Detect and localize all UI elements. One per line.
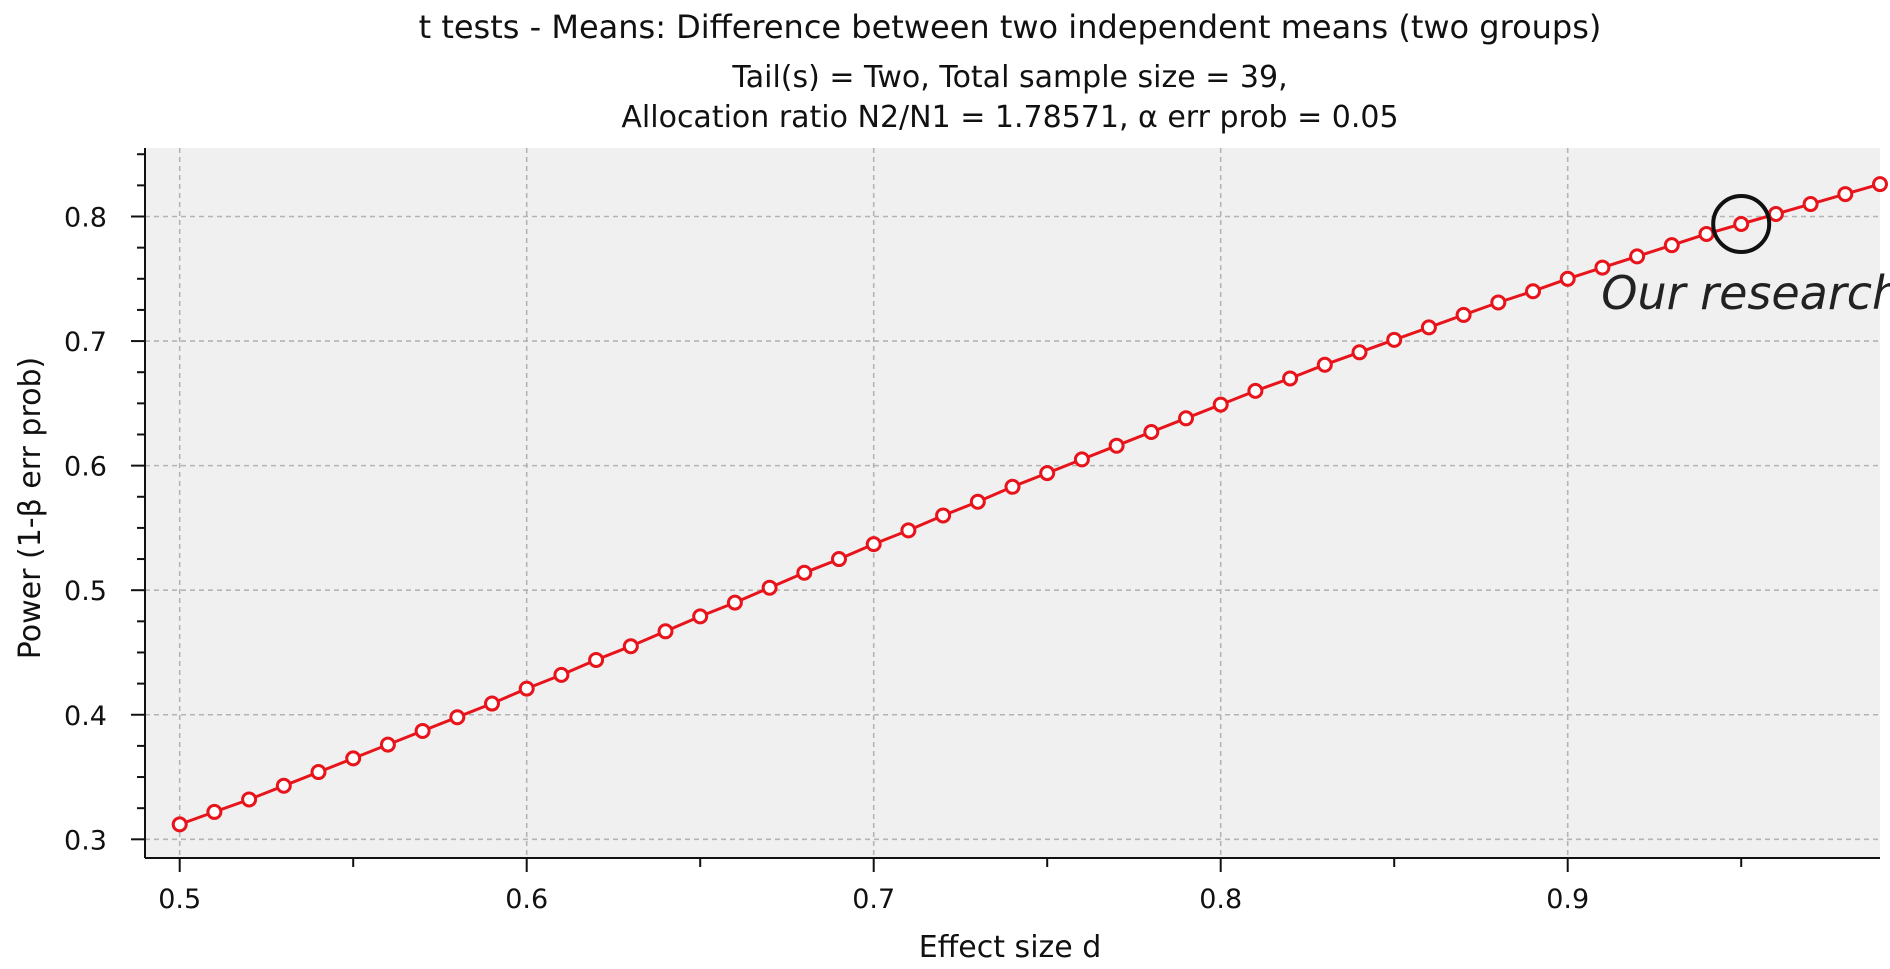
data-point (1490, 294, 1507, 311)
grid-lines (145, 148, 1880, 858)
data-point (310, 764, 327, 781)
x-axis-label: Effect size d (919, 930, 1102, 965)
data-point (1039, 465, 1056, 482)
data-point (518, 680, 535, 697)
data-point (831, 551, 847, 568)
annotation-label: Our research (1601, 266, 1890, 320)
y-tick-label: 0.8 (64, 203, 107, 234)
data-point (1663, 237, 1680, 254)
data-point (1767, 206, 1784, 223)
data-point (1733, 215, 1750, 232)
data-point (761, 579, 778, 596)
data-point (1178, 410, 1194, 427)
data-point (1802, 196, 1819, 213)
data-point (588, 651, 605, 668)
y-tick-label: 0.3 (64, 825, 107, 856)
annotation-circle (1711, 193, 1772, 254)
chart-subtitle-line-1: Tail(s) = Two, Total sample size = 39, (731, 60, 1287, 95)
data-point (206, 803, 223, 820)
data-point (449, 709, 466, 726)
data-point (692, 608, 709, 625)
chart-subtitle-line-2: Allocation ratio N2/N1 = 1.78571, α err … (621, 100, 1398, 135)
y-axis-label: Power (1-β err prob) (13, 357, 48, 660)
data-point (1420, 319, 1437, 336)
data-point (726, 594, 743, 611)
annotation: Our research (1601, 193, 1890, 320)
data-point (865, 536, 882, 553)
data-point (241, 791, 258, 808)
data-point (553, 666, 570, 683)
data-point (484, 695, 500, 712)
y-tick-label: 0.7 (64, 327, 107, 358)
data-point (1282, 370, 1299, 387)
data-point (1386, 331, 1403, 348)
data-point (1455, 306, 1472, 323)
data-point (1212, 396, 1229, 413)
data-point (1594, 259, 1611, 276)
data-point (1073, 451, 1090, 468)
data-point (1698, 225, 1715, 242)
data-point (275, 777, 292, 794)
data-point (1525, 283, 1541, 300)
data-point (1004, 478, 1021, 495)
data-point (1629, 248, 1646, 265)
data-point (900, 522, 917, 539)
x-tick-label: 0.9 (1546, 884, 1589, 915)
data-point (345, 750, 362, 767)
x-tick-label: 0.6 (505, 884, 548, 915)
data-point (171, 816, 188, 833)
series-power (171, 176, 1888, 833)
x-tick-label: 0.8 (1199, 884, 1242, 915)
data-point (1316, 356, 1333, 373)
y-tick-label: 0.4 (64, 701, 107, 732)
data-point (1108, 437, 1125, 454)
y-tick-label: 0.5 (64, 576, 107, 607)
x-tick-label: 0.7 (852, 884, 895, 915)
data-point (1247, 382, 1264, 399)
data-point (1837, 186, 1854, 203)
axis-ticks: 0.5 0.6 0.7 0.8 0.9 0.3 0.4 0.5 0.6 0.7 0.8 (64, 153, 1743, 915)
data-point (796, 564, 813, 581)
data-point (1872, 176, 1888, 193)
data-point (969, 493, 986, 510)
plot-background (145, 148, 1880, 858)
data-point (1143, 424, 1160, 440)
data-point (622, 638, 639, 655)
data-point (379, 736, 396, 753)
chart-title: t tests - Means: Difference between two … (419, 8, 1602, 46)
data-point (657, 623, 674, 640)
data-point (1559, 270, 1576, 287)
data-point (935, 507, 952, 524)
y-tick-label: 0.6 (64, 452, 107, 483)
data-point (1351, 344, 1368, 361)
data-point (414, 722, 431, 739)
x-tick-label: 0.5 (158, 884, 201, 915)
